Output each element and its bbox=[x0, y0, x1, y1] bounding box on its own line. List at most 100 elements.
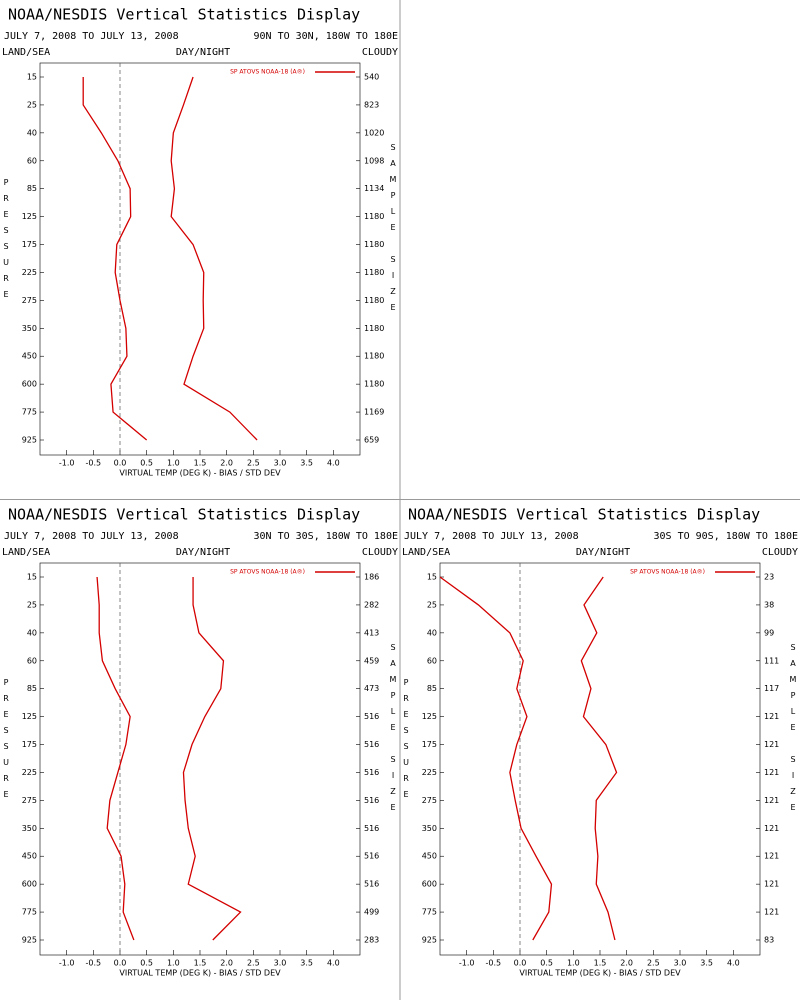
y-tick-label: 925 bbox=[422, 936, 437, 945]
x-tick-label: -1.0 bbox=[59, 459, 75, 468]
time-label: DAY/NIGHT bbox=[576, 547, 630, 558]
sample-size-label: 1098 bbox=[364, 156, 384, 165]
panel-title: NOAA/NESDIS Vertical Statistics Display bbox=[408, 506, 760, 524]
y-tick-label: 60 bbox=[427, 656, 437, 665]
x-tick-label: 1.5 bbox=[194, 459, 207, 468]
sample-size-label: 823 bbox=[364, 100, 379, 109]
y-tick-label: 15 bbox=[27, 73, 37, 82]
x-tick-label: -1.0 bbox=[59, 959, 75, 968]
date-range: JULY 7, 2008 TO JULY 13, 2008 bbox=[404, 531, 579, 542]
x-tick-label: 2.5 bbox=[247, 959, 260, 968]
legend-label: SP ATOVS NOAA-18 (A®) bbox=[230, 569, 305, 576]
time-label: DAY/NIGHT bbox=[176, 47, 230, 58]
y-tick-label: 40 bbox=[27, 628, 37, 637]
y-tick-label: 600 bbox=[22, 880, 37, 889]
sample-size-label: 1180 bbox=[364, 352, 384, 361]
x-tick-label: 4.0 bbox=[327, 959, 340, 968]
sample-size-label: 459 bbox=[364, 656, 379, 665]
sample-size-label: 1180 bbox=[364, 268, 384, 277]
sample-size-label: 473 bbox=[364, 684, 379, 693]
x-tick-label: 1.0 bbox=[167, 459, 180, 468]
sample-size-label: 516 bbox=[364, 852, 379, 861]
x-tick-label: 2.0 bbox=[220, 959, 233, 968]
y-tick-label: 15 bbox=[27, 573, 37, 582]
x-tick-label: 3.5 bbox=[300, 959, 313, 968]
sample-size-label: 516 bbox=[364, 796, 379, 805]
y-tick-label: 40 bbox=[427, 628, 437, 637]
y-tick-label: 125 bbox=[22, 712, 37, 721]
x-tick-label: 0.5 bbox=[540, 959, 553, 968]
sample-size-label: 1169 bbox=[364, 408, 384, 417]
y-tick-label: 350 bbox=[422, 824, 437, 833]
sample-size-label: 516 bbox=[364, 880, 379, 889]
y-tick-label: 450 bbox=[422, 852, 437, 861]
panel-title: NOAA/NESDIS Vertical Statistics Display bbox=[8, 506, 360, 524]
y-tick-label: 225 bbox=[22, 768, 37, 777]
y-tick-label: 40 bbox=[27, 128, 37, 137]
sample-size-label: 121 bbox=[764, 880, 779, 889]
sample-size-label: 516 bbox=[364, 740, 379, 749]
sample-size-label: 1020 bbox=[364, 128, 384, 137]
y-tick-label: 175 bbox=[22, 740, 37, 749]
x-tick-label: 2.5 bbox=[647, 959, 660, 968]
sample-size-label: 283 bbox=[364, 936, 379, 945]
sample-size-label: 111 bbox=[764, 656, 779, 665]
x-tick-label: 2.0 bbox=[620, 959, 633, 968]
y-tick-label: 125 bbox=[22, 212, 37, 221]
x-tick-label: 0.0 bbox=[514, 959, 527, 968]
x-tick-label: 1.5 bbox=[594, 959, 607, 968]
sample-size-label: 83 bbox=[764, 936, 774, 945]
sample-size-label: 499 bbox=[364, 908, 379, 917]
x-tick-label: 3.5 bbox=[700, 959, 713, 968]
x-tick-label: 1.0 bbox=[567, 959, 580, 968]
y-tick-label: 60 bbox=[27, 656, 37, 665]
y-tick-label: 225 bbox=[22, 268, 37, 277]
y-tick-label: 15 bbox=[427, 573, 437, 582]
sample-size-label: 516 bbox=[364, 768, 379, 777]
sample-size-label: 516 bbox=[364, 824, 379, 833]
y-tick-label: 600 bbox=[422, 880, 437, 889]
x-axis-label: VIRTUAL TEMP (DEG K) - BIAS / STD DEV bbox=[119, 469, 281, 478]
x-tick-label: 2.0 bbox=[220, 459, 233, 468]
bias-line bbox=[439, 576, 553, 941]
x-tick-label: -0.5 bbox=[86, 959, 102, 968]
sample-size-label: 1180 bbox=[364, 212, 384, 221]
cloud-label: CLOUDY bbox=[362, 547, 398, 558]
y-tick-label: 450 bbox=[22, 352, 37, 361]
sample-size-label: 1180 bbox=[364, 296, 384, 305]
y2-axis-label: SAMPLE SIZE bbox=[389, 143, 398, 319]
sample-size-label: 413 bbox=[364, 628, 379, 637]
y-tick-label: 275 bbox=[22, 296, 37, 305]
y-tick-label: 60 bbox=[27, 156, 37, 165]
y-tick-label: 350 bbox=[22, 824, 37, 833]
y-tick-label: 275 bbox=[22, 796, 37, 805]
cloud-label: CLOUDY bbox=[362, 47, 398, 58]
sample-size-label: 121 bbox=[764, 768, 779, 777]
bias-line bbox=[96, 576, 135, 941]
legend-label: SP ATOVS NOAA-18 (A®) bbox=[230, 69, 305, 76]
y-tick-label: 25 bbox=[27, 100, 37, 109]
sample-size-label: 186 bbox=[364, 573, 379, 582]
sample-size-label: 1180 bbox=[364, 240, 384, 249]
x-tick-label: 1.0 bbox=[167, 959, 180, 968]
y-tick-label: 175 bbox=[422, 740, 437, 749]
sample-size-label: 1180 bbox=[364, 324, 384, 333]
bias-line bbox=[82, 77, 148, 441]
sample-size-label: 121 bbox=[764, 740, 779, 749]
std-dev-line bbox=[182, 577, 242, 941]
x-tick-label: 0.0 bbox=[114, 459, 127, 468]
y-tick-label: 225 bbox=[422, 768, 437, 777]
y-tick-label: 125 bbox=[422, 712, 437, 721]
sample-size-label: 23 bbox=[764, 573, 774, 582]
y-tick-label: 85 bbox=[27, 184, 37, 193]
x-tick-label: 0.0 bbox=[114, 959, 127, 968]
x-axis-label: VIRTUAL TEMP (DEG K) - BIAS / STD DEV bbox=[119, 969, 281, 978]
sample-size-label: 121 bbox=[764, 908, 779, 917]
sample-size-label: 121 bbox=[764, 712, 779, 721]
x-tick-label: -0.5 bbox=[86, 459, 102, 468]
x-tick-label: 3.0 bbox=[274, 959, 287, 968]
region: 30S TO 90S, 180W TO 180E bbox=[654, 531, 799, 542]
surface-label: LAND/SEA bbox=[2, 547, 50, 558]
y-tick-label: 450 bbox=[22, 852, 37, 861]
